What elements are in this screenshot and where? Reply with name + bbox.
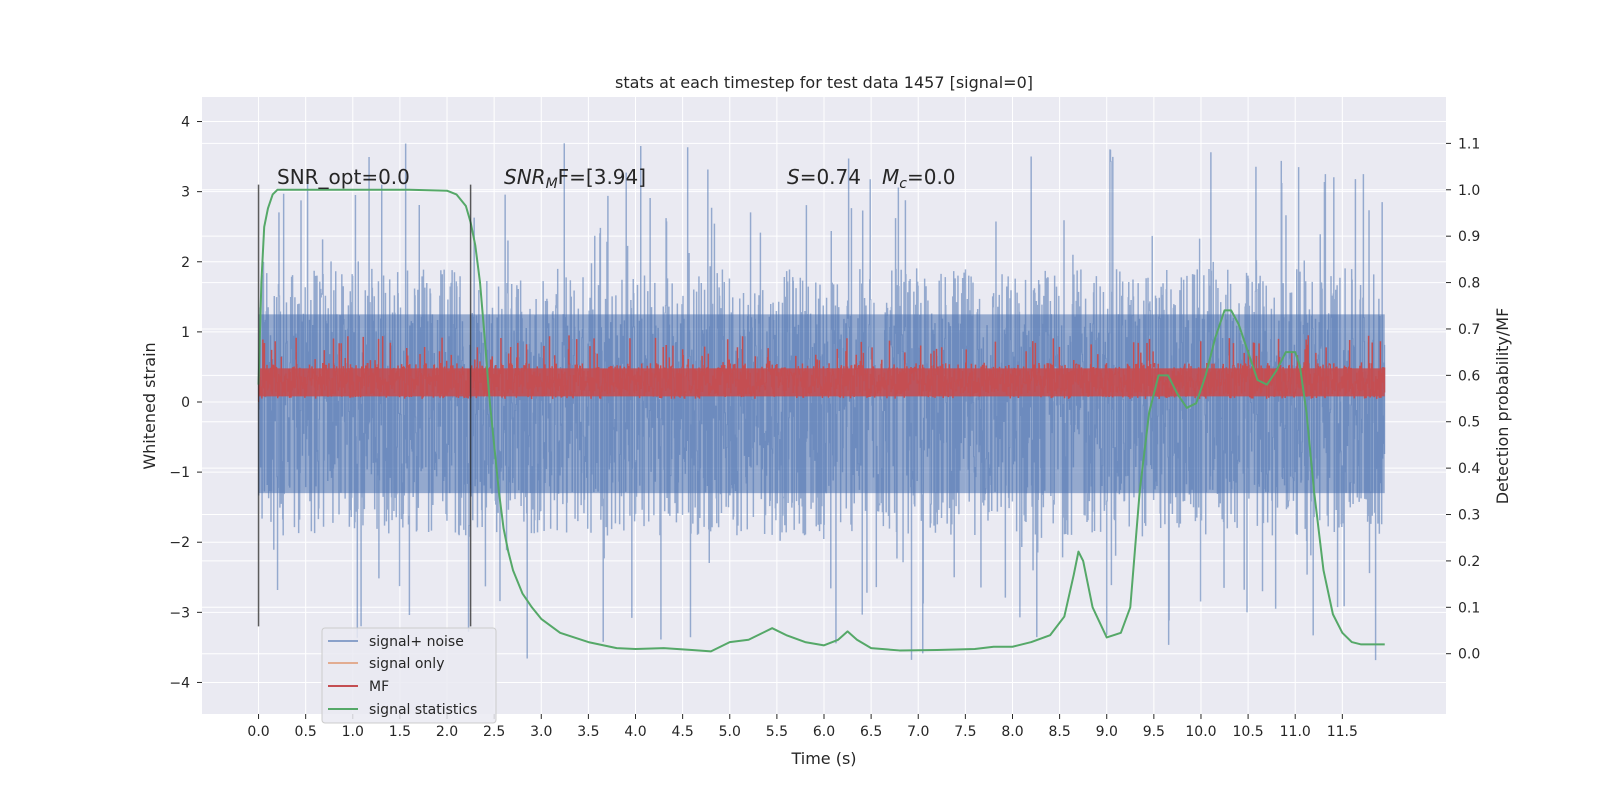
x-tick-label: 11.0 [1280, 724, 1311, 740]
x-tick-label: 8.5 [1048, 724, 1070, 740]
x-axis-label: Time (s) [790, 749, 856, 768]
annotation-s-rest: =0.74 [800, 165, 861, 189]
x-tick-label: 1.0 [342, 724, 364, 740]
y-tick-label: 3 [181, 185, 190, 201]
y-tick-label: 4 [181, 115, 190, 131]
legend-label: MF [369, 679, 389, 695]
vertical-markers [257, 184, 472, 627]
x-tick-label: 9.5 [1143, 724, 1165, 740]
y-tick-label: −1 [169, 465, 190, 481]
y-tick-label: 0 [181, 395, 190, 411]
x-tick-label: 5.5 [766, 724, 788, 740]
y-tick-label: −2 [169, 535, 190, 551]
legend-entry: signal+ noise [328, 634, 464, 650]
x-tick-label: 0.0 [247, 724, 269, 740]
legend-label: signal+ noise [369, 634, 464, 650]
y2-tick-label: 0.2 [1458, 554, 1480, 570]
series-signal-plus-noise [258, 143, 1386, 661]
annotation-snr-mf: SNRMF=[3.94] [504, 165, 646, 192]
x-tick-label: 3.0 [530, 724, 552, 740]
x-tick-label: 7.0 [907, 724, 929, 740]
y2-tick-label: 1.1 [1458, 136, 1480, 152]
annotations: SNR_opt=0.0 SNRMF=[3.94] S=0.74 Mc=0.0 [277, 165, 956, 192]
x-tick-label: 1.5 [389, 724, 411, 740]
annotation-mc-main: M [882, 165, 899, 189]
legend-label: signal only [369, 656, 444, 672]
y-tick-label: 2 [181, 255, 190, 271]
data-layer [257, 143, 1386, 661]
x-tick-label: 2.0 [436, 724, 458, 740]
x-tick-label: 6.5 [860, 724, 882, 740]
y2-tick-label: 0.4 [1458, 461, 1480, 477]
annotation-snr-opt: SNR_opt=0.0 [277, 165, 410, 189]
x-tick-label: 2.5 [483, 724, 505, 740]
x-tick-label: 8.0 [1001, 724, 1023, 740]
annotation-s-var: S [787, 165, 800, 189]
annotation-snr-mf-sub: M [546, 176, 558, 192]
x-tick-label: 11.5 [1327, 724, 1358, 740]
y-tick-label: 1 [181, 325, 190, 341]
x-tick-label: 10.5 [1233, 724, 1264, 740]
x-tick-label: 5.0 [719, 724, 741, 740]
x-tick-label: 6.0 [813, 724, 835, 740]
y2-tick-label: 1.0 [1458, 183, 1480, 199]
annotation-mc-sub: c [899, 176, 907, 192]
y2-tick-label: 0.5 [1458, 415, 1480, 431]
x-tick-label: 3.5 [577, 724, 599, 740]
y2-tick-label: 0.7 [1458, 322, 1480, 338]
legend-frame [321, 627, 497, 724]
y2-tick-label: 0.0 [1458, 647, 1480, 663]
y2-tick-label: 0.3 [1458, 508, 1480, 524]
axes: 0.0 0.5 1.0 1.5 2.0 2.5 3.0 3.5 4.0 4.5 5.0 5.5 6.0 6… [169, 115, 1480, 740]
series-signal-statistics [257, 188, 1385, 653]
annotation-s: S=0.74 [787, 165, 861, 189]
y2-tick-label: 0.6 [1458, 368, 1480, 384]
x-tick-label: 4.0 [624, 724, 646, 740]
legend-label: signal statistics [369, 702, 477, 718]
y-tick-label: −3 [169, 605, 190, 621]
x-tick-label: 0.5 [295, 724, 317, 740]
annotation-snr-mf-rest: F=[3.94] [558, 165, 646, 189]
x-tick-label: 4.5 [672, 724, 694, 740]
y-tick-label: −4 [169, 675, 190, 691]
legend-entry: signal only [328, 656, 444, 672]
legend-entry: MF [328, 679, 389, 695]
x-tick-label: 10.0 [1185, 724, 1216, 740]
x-tick-label: 7.5 [954, 724, 976, 740]
annotation-snr-mf-main: SNR [504, 165, 546, 189]
y2-tick-label: 0.1 [1458, 600, 1480, 616]
legend-entry: signal statistics [328, 702, 477, 718]
y-axis-label: Whitened strain [140, 342, 159, 469]
x-tick-label: 9.0 [1096, 724, 1118, 740]
annotation-mc-rest: =0.0 [907, 165, 956, 189]
y2-axis-label: Detection probability/MF [1493, 308, 1512, 505]
series-mf [258, 335, 1386, 402]
chart-title: stats at each timestep for test data 145… [615, 73, 1033, 92]
y2-tick-label: 0.9 [1458, 229, 1480, 245]
annotation-mc: Mc=0.0 [882, 165, 956, 192]
legend: signal+ noise signal only MF signal stat… [321, 627, 497, 724]
y2-tick-label: 0.8 [1458, 276, 1480, 292]
